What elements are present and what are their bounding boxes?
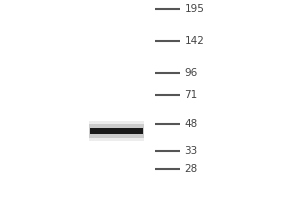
Bar [88, 121, 144, 141]
Text: 195: 195 [184, 4, 204, 14]
Text: 33: 33 [184, 146, 198, 156]
Text: 142: 142 [184, 36, 204, 46]
Text: 96: 96 [184, 68, 198, 78]
Bar [90, 128, 142, 134]
Text: 48: 48 [184, 119, 198, 129]
Text: 71: 71 [184, 90, 198, 100]
Text: 28: 28 [184, 164, 198, 174]
Bar [88, 124, 144, 138]
